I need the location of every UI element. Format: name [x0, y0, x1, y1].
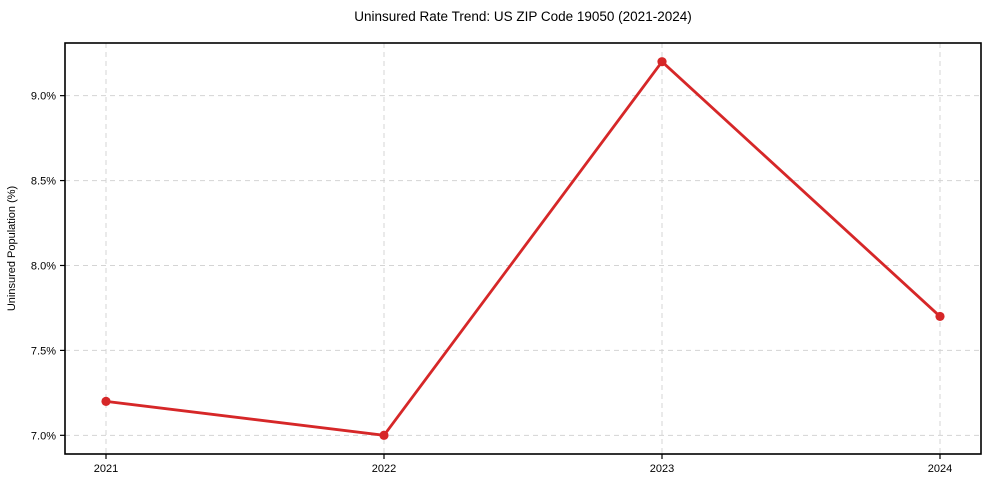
- data-point-2023: [657, 57, 667, 67]
- data-point-2021: [101, 396, 111, 406]
- data-point-2024: [935, 311, 945, 322]
- plot-area-border: [64, 42, 982, 455]
- x-tick-label: 2024: [928, 463, 952, 475]
- y-tick-label: 7.5%: [31, 345, 56, 357]
- y-tick-label: 7.0%: [31, 430, 56, 442]
- axes: 2021 2022 2023 2024 7.0% 7.5% 8.0% 8.5% 9.0%: [31, 42, 982, 475]
- y-tick-label: 8.0%: [31, 260, 56, 272]
- gridlines: [65, 43, 981, 454]
- data-point-2022: [379, 430, 389, 440]
- y-axis-label: Uninsured Population (%): [6, 186, 18, 311]
- x-tick-label: 2023: [650, 463, 674, 475]
- chart-title: Uninsured Rate Trend: US ZIP Code 19050 …: [354, 9, 691, 24]
- y-tick-label: 9.0%: [31, 91, 56, 103]
- trend-line: [104, 60, 942, 437]
- x-tick-label: 2021: [94, 463, 118, 475]
- y-tick-label: 8.5%: [31, 176, 56, 188]
- line-series: [101, 57, 945, 440]
- x-tick-label: 2022: [372, 463, 396, 475]
